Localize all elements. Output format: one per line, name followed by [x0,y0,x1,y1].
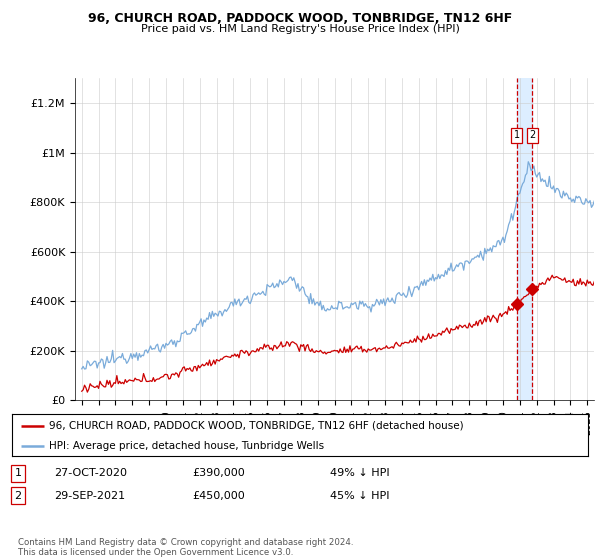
Text: Price paid vs. HM Land Registry's House Price Index (HPI): Price paid vs. HM Land Registry's House … [140,24,460,34]
Text: £450,000: £450,000 [192,491,245,501]
Text: 2: 2 [529,130,536,141]
Text: 2: 2 [14,491,22,501]
Bar [517,78,532,400]
Text: 45% ↓ HPI: 45% ↓ HPI [330,491,389,501]
Text: 96, CHURCH ROAD, PADDOCK WOOD, TONBRIDGE, TN12 6HF: 96, CHURCH ROAD, PADDOCK WOOD, TONBRIDGE… [88,12,512,25]
Text: 96, CHURCH ROAD, PADDOCK WOOD, TONBRIDGE, TN12 6HF (detached house): 96, CHURCH ROAD, PADDOCK WOOD, TONBRIDGE… [49,421,464,431]
Text: HPI: Average price, detached house, Tunbridge Wells: HPI: Average price, detached house, Tunb… [49,441,325,451]
Text: Contains HM Land Registry data © Crown copyright and database right 2024.
This d: Contains HM Land Registry data © Crown c… [18,538,353,557]
Text: 29-SEP-2021: 29-SEP-2021 [54,491,125,501]
Text: 1: 1 [514,130,520,141]
Text: 1: 1 [14,468,22,478]
Text: 27-OCT-2020: 27-OCT-2020 [54,468,127,478]
Text: 49% ↓ HPI: 49% ↓ HPI [330,468,389,478]
Text: £390,000: £390,000 [192,468,245,478]
